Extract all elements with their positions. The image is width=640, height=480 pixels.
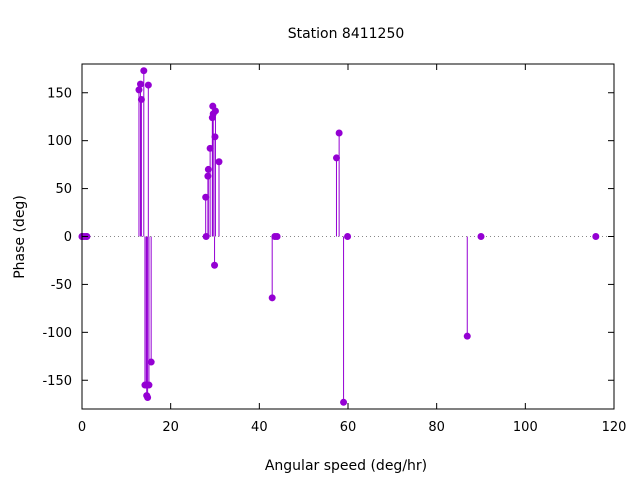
data-point [202, 193, 210, 201]
data-point [273, 233, 281, 240]
data-point [344, 233, 352, 240]
y-tick-label: -50 [51, 278, 72, 293]
chart-title: Station 8411250 [288, 26, 405, 42]
data-point [215, 158, 223, 166]
data-point [463, 332, 471, 340]
y-tick-label: 100 [47, 134, 72, 149]
data-point [332, 154, 340, 162]
data-point [144, 394, 152, 401]
x-tick-label: 60 [340, 420, 357, 435]
data-point [206, 144, 214, 152]
y-axis-ticks: -150 -100 -50 0 50 100 150 [42, 86, 614, 389]
data-point [145, 381, 153, 389]
impulse-lines [138, 70, 468, 403]
data-point [592, 233, 600, 240]
data-point [204, 172, 212, 180]
x-tick-label: 40 [251, 420, 268, 435]
data-point [137, 80, 145, 88]
y-tick-label: 150 [47, 86, 72, 101]
data-point [137, 95, 145, 103]
data-point [340, 398, 348, 406]
x-tick-label: 20 [162, 420, 179, 435]
y-tick-label: 0 [64, 230, 72, 245]
data-point [477, 233, 485, 240]
x-tick-label: 0 [78, 420, 86, 435]
data-point [335, 129, 343, 137]
data-point [268, 294, 276, 302]
data-point [211, 261, 219, 269]
y-tick-label: -150 [42, 374, 72, 389]
x-tick-label: 100 [513, 420, 538, 435]
y-tick-label: -100 [42, 326, 72, 341]
y-axis-label: Phase (deg) [12, 195, 28, 279]
data-point [211, 107, 219, 115]
data-point [147, 358, 155, 366]
x-axis-label: Angular speed (deg/hr) [265, 458, 427, 474]
data-point [135, 86, 143, 94]
data-point [211, 133, 219, 141]
data-point [202, 233, 210, 240]
x-tick-label: 80 [428, 420, 445, 435]
data-points [78, 67, 600, 406]
data-point [144, 81, 152, 89]
data-point [204, 165, 212, 173]
x-tick-label: 120 [602, 420, 627, 435]
data-point [140, 67, 148, 75]
x-axis-ticks: 0 20 40 60 80 100 120 [78, 64, 627, 435]
y-tick-label: 50 [55, 182, 72, 197]
